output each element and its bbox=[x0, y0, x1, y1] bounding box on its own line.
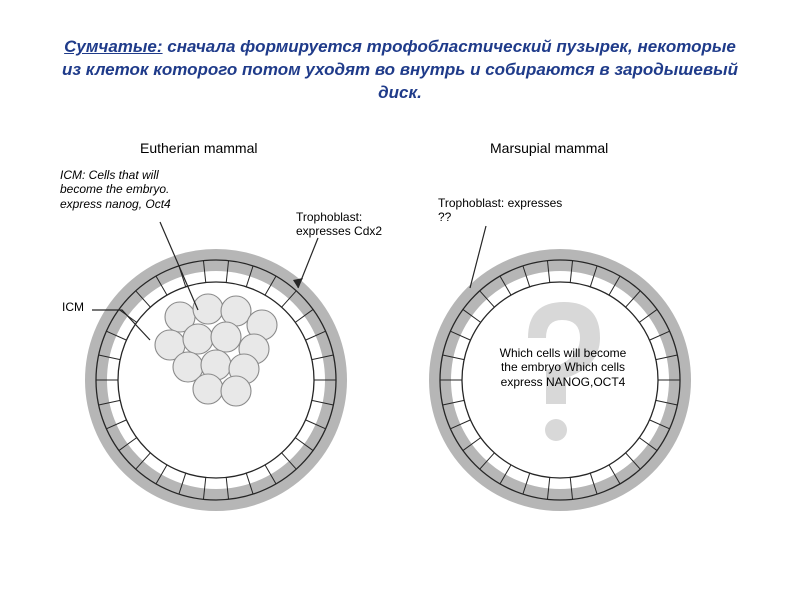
slide-title: Сумчатые: сначала формируется трофобласт… bbox=[60, 36, 740, 105]
title-rest: сначала формируется трофобластический пу… bbox=[62, 37, 738, 102]
diagram-stage: ICM: Cells that will become the embryo. … bbox=[0, 160, 800, 580]
trophoblast-left-label: Trophoblast: expresses Cdx2 bbox=[296, 210, 406, 239]
icm-description: ICM: Cells that will become the embryo. … bbox=[60, 168, 200, 211]
eutherian-heading: Eutherian mammal bbox=[140, 140, 258, 156]
icm-tag: ICM bbox=[62, 300, 84, 314]
title-lead: Сумчатые: bbox=[64, 37, 162, 56]
marsupial-question-text: Which cells will become the embryo Which… bbox=[498, 346, 628, 389]
marsupial-heading: Marsupial mammal bbox=[490, 140, 608, 156]
trophoblast-right-label: Trophoblast: expresses ?? bbox=[438, 196, 568, 225]
